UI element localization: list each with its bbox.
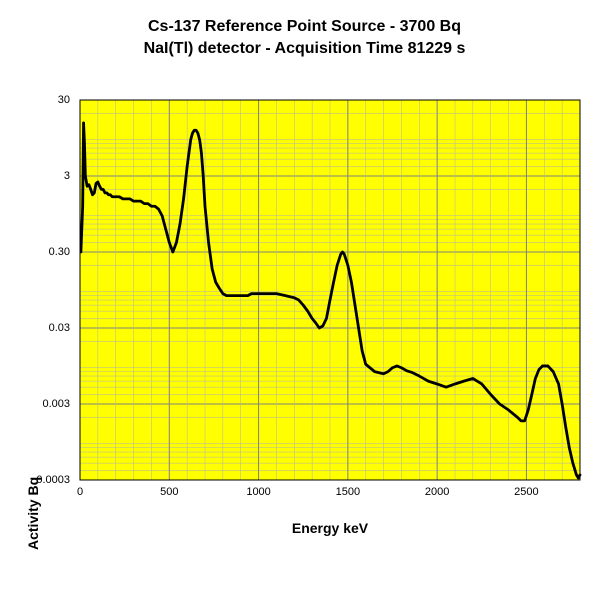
y-tick-label: 0.0003: [0, 474, 70, 486]
chart-title-line1: Cs-137 Reference Point Source - 3700 Bq: [0, 18, 609, 36]
x-tick-label: 2000: [425, 486, 449, 498]
x-axis-label: Energy keV: [80, 520, 580, 536]
y-tick-label: 30: [0, 94, 70, 106]
figure: Cs-137 Reference Point Source - 3700 Bq …: [0, 0, 609, 595]
x-tick-label: 1500: [336, 486, 360, 498]
x-tick-label: 500: [160, 486, 178, 498]
x-tick-label: 2500: [514, 486, 538, 498]
y-tick-label: 0.003: [0, 398, 70, 410]
y-tick-label: 0.03: [0, 322, 70, 334]
x-tick-label: 1000: [246, 486, 270, 498]
y-tick-label: 0.30: [0, 246, 70, 258]
y-tick-label: 3: [0, 170, 70, 182]
x-tick-label: 0: [77, 486, 83, 498]
chart-title-line2: NaI(Tl) detector - Acquisition Time 8122…: [0, 40, 609, 58]
spectrum-plot: [80, 100, 580, 480]
y-axis-label: Activity Bq: [25, 477, 41, 550]
